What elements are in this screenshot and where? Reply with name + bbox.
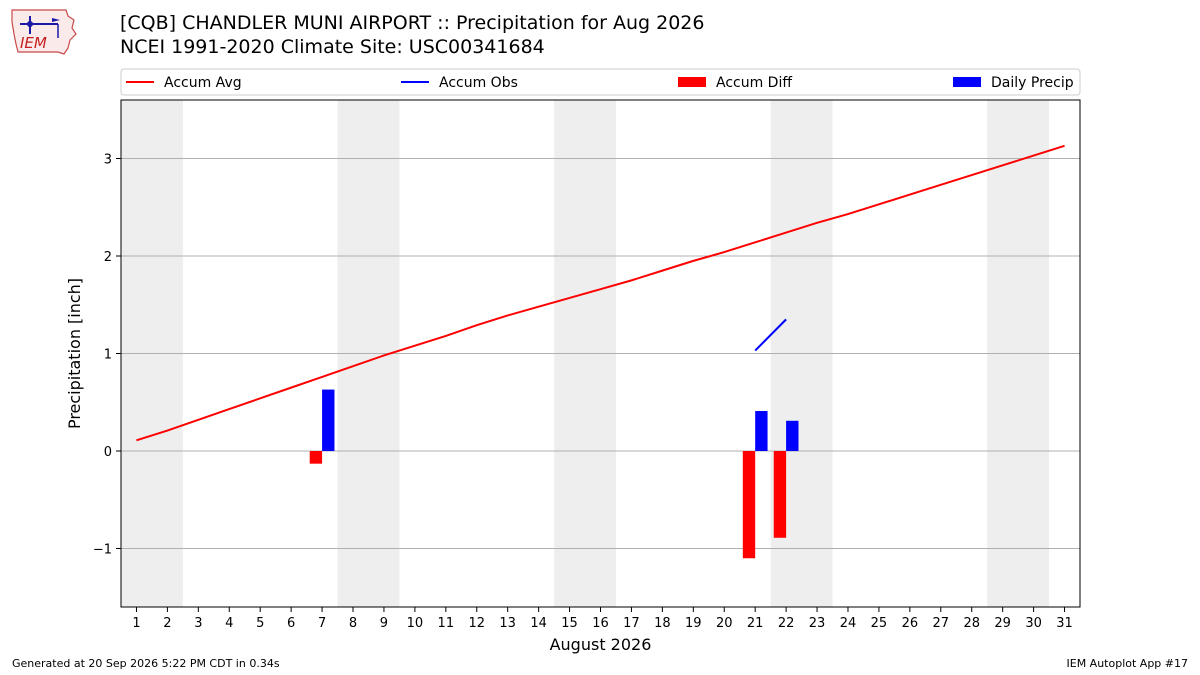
svg-text:IEM: IEM [20,34,47,52]
x-tick-label: 4 [225,616,233,631]
x-tick-label: 14 [530,616,547,631]
x-tick-label: 22 [778,616,795,631]
x-tick-label: 19 [685,616,702,631]
legend-label-accum-obs: Accum Obs [439,75,518,91]
y-tick-label: 0 [104,445,112,460]
x-tick-label: 2 [163,616,171,631]
chart-legend: Accum Avg Accum Obs Accum Diff Daily Precip [120,68,1081,96]
x-tick-label: 9 [380,616,388,631]
accum-avg-line [136,144,1065,442]
x-tick-label: 7 [318,616,326,631]
x-tick-label: 23 [809,616,826,631]
legend-label-accum-avg: Accum Avg [164,75,242,91]
x-tick-label: 24 [840,616,857,631]
legend-swatch-daily-precip [953,77,981,87]
legend-swatch-accum-diff [678,77,706,87]
x-tick-label: 18 [654,616,671,631]
legend-label-daily-precip: Daily Precip [991,75,1074,91]
legend-frame [120,68,1081,96]
x-tick-label: 27 [933,616,950,631]
y-tick-label: 1 [104,348,112,363]
x-tick-label: 3 [194,616,202,631]
x-tick-label: 28 [963,616,980,631]
chart-title: [CQB] CHANDLER MUNI AIRPORT :: Precipita… [120,12,705,34]
x-tick-label: 17 [623,616,640,631]
x-tick-label: 15 [561,616,578,631]
x-tick-label: 1 [132,616,140,631]
daily-precip-bar [755,411,768,451]
accum-obs-line [754,318,787,352]
daily-precip-bar [322,389,335,451]
chart-subtitle: NCEI 1991-2020 Climate Site: USC00341684 [120,36,545,58]
x-axis-label: August 2026 [550,635,652,654]
x-tick-label: 31 [1056,616,1073,631]
accum-diff-bar [309,451,323,464]
x-tick-label: 13 [499,616,516,631]
y-tick-label: 3 [104,153,112,168]
autoplot-app-label: IEM Autoplot App #17 [1066,657,1189,670]
accum-diff-bar [742,451,756,559]
y-axis-label: Precipitation [inch] [65,278,84,429]
x-tick-label: 21 [747,616,764,631]
x-tick-label: 25 [871,616,888,631]
daily-precip-bar [786,420,799,451]
x-tick-label: 16 [592,616,609,631]
generated-timestamp: Generated at 20 Sep 2026 5:22 PM CDT in … [12,657,280,670]
y-tick-label: −1 [93,543,112,558]
x-tick-label: 29 [994,616,1011,631]
x-tick-label: 20 [716,616,733,631]
x-tick-label: 11 [438,616,455,631]
x-tick-label: 30 [1025,616,1042,631]
iem-logo: IEM [11,9,77,55]
y-tick-label: 2 [104,250,112,265]
x-tick-label: 5 [256,616,264,631]
x-tick-label: 6 [287,616,295,631]
legend-label-accum-diff: Accum Diff [716,75,792,91]
x-tick-label: 8 [349,616,357,631]
x-tick-label: 12 [468,616,485,631]
x-tick-label: 26 [902,616,919,631]
accum-diff-bar [773,451,787,538]
x-tick-label: 10 [407,616,424,631]
